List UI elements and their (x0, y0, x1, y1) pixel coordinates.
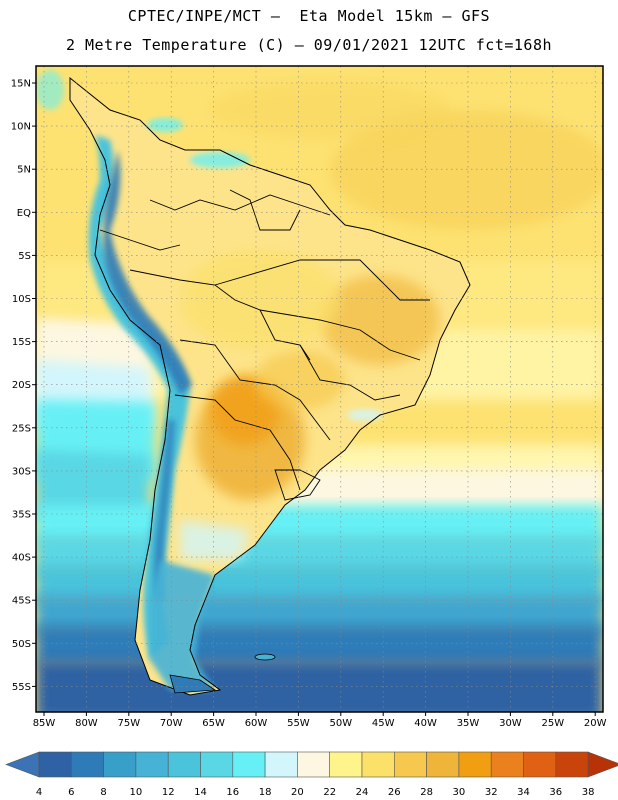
colorbar-label: 30 (453, 787, 466, 798)
colorbar-swatch (38, 751, 72, 778)
longitude-axis: 85W 80W 75W 70W 65W 60W 55W 50W 45W 40W 35W 30W 25W 2… (33, 712, 607, 729)
lon-tick-label: 35W (457, 718, 480, 729)
colorbar-swatch (329, 751, 363, 778)
map-title-line-1: CPTEC/INPE/MCT – Eta Model 15km – GFS (127, 7, 491, 25)
colorbar-label: 38 (582, 787, 595, 798)
coastline (69, 76, 471, 696)
lon-tick-label: 30W (499, 718, 522, 729)
lat-tick-label: EQ (17, 208, 31, 219)
lon-tick-label: 60W (245, 718, 268, 729)
lon-tick-label: 75W (117, 718, 140, 729)
colorbar-label: 14 (194, 787, 207, 798)
colorbar-swatch (200, 751, 234, 778)
lon-tick-label: 20W (584, 718, 607, 729)
colorbar-label: 28 (420, 787, 433, 798)
colorbar-label: 12 (162, 787, 175, 798)
lon-tick-label: 25W (541, 718, 564, 729)
colorbar-swatch (458, 751, 492, 778)
colorbar-swatch (264, 751, 298, 778)
colorbar: 4 6 8 10 12 14 16 18 20 22 24 26 28 30 32 34 36 38 (5, 751, 618, 798)
colorbar-label: 20 (291, 787, 304, 798)
lat-tick-label: 15N (11, 79, 31, 90)
colorbar-label: 26 (388, 787, 401, 798)
lon-tick-label: 85W (33, 718, 56, 729)
colorbar-swatch (426, 751, 460, 778)
colorbar-swatch (232, 751, 266, 778)
colorbar-swatch (361, 751, 395, 778)
colorbar-swatch (167, 751, 201, 778)
colorbar-swatch (523, 751, 557, 778)
lat-tick-label: 20S (12, 380, 31, 391)
lon-tick-label: 80W (75, 718, 98, 729)
colorbar-swatch (490, 751, 524, 778)
lat-tick-label: 35S (12, 510, 31, 521)
lat-tick-label: 5N (17, 165, 31, 176)
colorbar-swatch (103, 751, 137, 778)
colorbar-label: 24 (356, 787, 369, 798)
colorbar-label: 36 (549, 787, 562, 798)
lon-tick-label: 70W (160, 718, 183, 729)
colorbar-swatch (297, 751, 330, 778)
temperature-field (36, 66, 603, 712)
colorbar-label: 32 (485, 787, 498, 798)
lon-tick-label: 65W (202, 718, 225, 729)
colorbar-max-arrow (587, 751, 618, 778)
lat-tick-label: 25S (12, 423, 31, 434)
lon-tick-label: 40W (414, 718, 437, 729)
colorbar-label: 16 (226, 787, 239, 798)
country-borders (99, 189, 430, 501)
map-frame (35, 65, 604, 713)
colorbar-label: 4 (36, 787, 42, 798)
map-title-line-2: 2 Metre Temperature (C) – 09/01/2021 12U… (65, 36, 553, 54)
lon-tick-label: 50W (329, 718, 352, 729)
lon-tick-label: 55W (287, 718, 310, 729)
lat-tick-label: 55S (12, 682, 31, 693)
colorbar-swatch (71, 751, 104, 778)
colorbar-min-arrow (5, 751, 40, 778)
colorbar-label: 10 (130, 787, 143, 798)
colorbar-swatch (135, 751, 169, 778)
lat-tick-label: 15S (12, 337, 31, 348)
lat-tick-label: 45S (12, 596, 31, 607)
colorbar-label: 34 (517, 787, 530, 798)
lat-tick-label: 10S (12, 294, 31, 305)
colorbar-label: 22 (323, 787, 336, 798)
colorbar-label: 18 (259, 787, 272, 798)
lat-tick-label: 40S (12, 553, 31, 564)
colorbar-swatch (393, 751, 427, 778)
latitude-axis: 15N 10N 5N EQ 5S 10S 15S 20S 25S 30S 35S 40S 45S 50S 5… (11, 79, 36, 693)
colorbar-label: 6 (68, 787, 74, 798)
colorbar-label: 8 (100, 787, 106, 798)
lat-tick-label: 5S (18, 251, 31, 262)
lon-tick-label: 45W (372, 718, 395, 729)
lat-tick-label: 30S (12, 466, 31, 477)
lat-tick-label: 50S (12, 639, 31, 650)
lat-tick-label: 10N (11, 122, 31, 133)
colorbar-swatch (555, 751, 589, 778)
